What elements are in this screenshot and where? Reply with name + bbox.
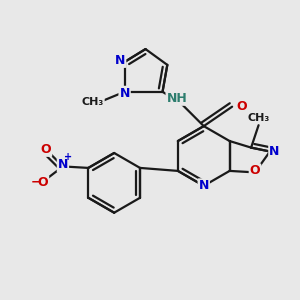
- Text: N: N: [199, 179, 209, 192]
- Text: +: +: [64, 152, 72, 163]
- Text: N: N: [269, 145, 280, 158]
- Text: N: N: [58, 158, 68, 171]
- Text: O: O: [40, 143, 51, 156]
- Text: −: −: [31, 176, 41, 188]
- Text: CH₃: CH₃: [248, 113, 270, 123]
- Text: CH₃: CH₃: [82, 97, 104, 107]
- Text: O: O: [236, 100, 247, 113]
- Text: NH: NH: [167, 92, 187, 105]
- Text: O: O: [250, 164, 260, 177]
- Text: N: N: [119, 87, 130, 100]
- Text: O: O: [38, 176, 48, 189]
- Text: N: N: [115, 54, 125, 67]
